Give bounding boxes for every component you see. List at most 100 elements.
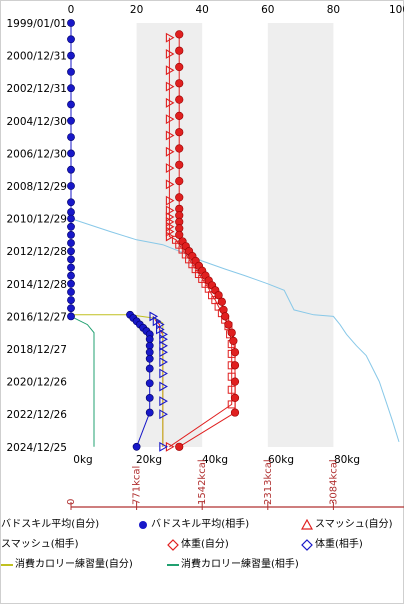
series-1-point-14 [67,222,75,231]
x-top-ticks: 0 20 40 60 80 100 [68,4,404,16]
series-4-point-30 [221,312,230,321]
series-4-point-3 [175,79,184,88]
series-2-point-10 [165,195,175,206]
series-1-point-9 [67,165,75,174]
series-1-point-2 [67,51,75,60]
x-kg-tick-label: 40kg [202,454,228,466]
series-1-point-19 [67,263,75,272]
series-4-point-7 [175,144,184,153]
y-tick-label: 2016/12/27 [6,311,67,323]
series-4-point-34 [230,348,240,357]
x-top-tick-label: 100 [389,4,404,16]
x-top-tick-label: 0 [68,4,75,16]
series-2-point-4 [165,97,175,108]
series-1-point-6 [67,116,75,125]
series-5-point-9 [145,348,154,357]
y-tick-label: 2018/12/27 [6,344,67,356]
series-1-point-15 [67,230,75,239]
x-top-tick-label: 80 [327,4,340,16]
x-kg-ticks: 0kg 20kg 40kg 60kg 80kg [73,454,360,466]
series-1-point-18 [67,255,75,264]
series-2-point-40 [227,400,236,409]
x-top-tick-label: 20 [130,4,143,16]
x-kcal-tick-label: 2313kcal [263,459,274,505]
series-2-point-13 [165,216,175,227]
series-1-point-17 [67,247,75,256]
legend-marker-icon [167,564,179,566]
series-4-point-4 [175,95,184,104]
series-3-point-9 [159,368,168,379]
series-4-point-33 [229,336,238,345]
series-4-point-8 [175,160,184,169]
series-line-0 [70,218,400,443]
series-5-point-14 [145,408,154,417]
series-1-point-23 [67,296,75,304]
series-2-point-15 [165,226,175,237]
series-3-point-6 [159,340,168,351]
y-tick-label: 2000/12/31 [6,51,67,63]
series-2-point-16 [165,231,175,242]
series-4-point-2 [175,62,184,72]
shaded-band-1 [267,23,334,447]
series-3-point-2 [156,319,165,330]
series-2-point-3 [165,81,175,92]
x-top-tick-label: 60 [261,4,274,16]
series-2-point-7 [165,146,175,157]
series-1-point-7 [67,133,75,141]
series-2-point-11 [165,205,175,216]
series-4-point-39 [175,442,184,451]
series-4-point-10 [175,193,184,202]
series-2-point-8 [165,163,175,174]
x-kcal-axis: 0 771kcal 1542kcal 2313kcal 3084kcal [66,459,404,510]
series-4-point-36 [230,377,240,386]
series-1-point-8 [67,149,75,158]
legend-marker-icon [167,539,179,551]
legend-label: 体重(相手) [315,539,363,550]
series-5-point-11 [145,364,154,373]
y-tick-label: 1999/01/01 [6,18,67,30]
y-tick-label: 2014/12/28 [6,279,67,291]
series-4-point-32 [227,328,236,337]
y-tick-label: 2008/12/29 [6,181,67,193]
series-3-point-13 [159,441,168,452]
y-tick-label: 2012/12/28 [6,246,67,258]
x-kg-tick-label: 80kg [334,454,360,466]
series-1-point-22 [67,288,75,296]
legend-label: 体重(自分) [181,539,229,550]
series-4-point-37 [230,393,240,403]
series-2-point-1 [165,49,175,59]
series-2-point-9 [165,179,175,190]
series-3-point-5 [159,334,168,345]
series-2-point-12 [165,212,175,222]
legend-label: バドスキル平均(相手) [151,519,250,530]
series-4-point-0 [175,30,184,39]
series-4-point-6 [175,128,184,137]
series-2-point-2 [165,65,175,76]
series-2-point-0 [165,32,175,43]
y-tick-label: 2024/12/25 [6,442,67,454]
y-tick-label: 2006/12/30 [6,148,67,160]
series-4-point-27 [214,291,223,300]
series-1-point-25 [67,312,75,321]
series-1-point-10 [67,182,75,190]
series-4-point-1 [175,46,184,55]
series-line-7 [70,315,95,447]
x-kg-tick-label: 20kg [136,454,162,466]
legend-label: スマッシュ(相手) [1,539,79,550]
series-1-point-11 [67,198,75,207]
x-kcal-tick-label: 3084kcal [328,459,339,505]
series-1-point-3 [67,68,75,76]
series-1-point-20 [67,271,75,280]
x-kcal-tick-label: 1542kcal [197,459,208,505]
series-1-point-4 [67,84,75,93]
series-3-point-11 [159,396,168,407]
series-2-point-5 [165,114,175,125]
x-kg-tick-label: 0kg [73,454,92,466]
series-5-point-7 [145,335,154,344]
legend-label: 消費カロリー練習量(自分) [15,559,133,570]
series-1-point-5 [67,100,75,109]
legend-label: 消費カロリー練習量(相手) [181,559,299,570]
series-2-point-39 [227,385,236,394]
legend-marker-icon [301,519,313,530]
